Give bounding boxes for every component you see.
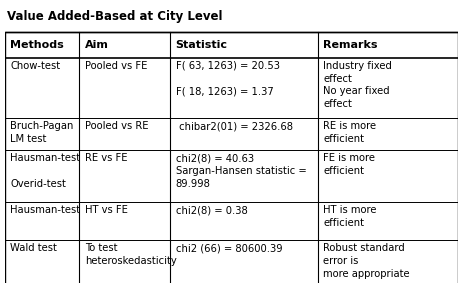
- Text: RE is more
efficient: RE is more efficient: [323, 121, 376, 144]
- Text: HT is more
efficient: HT is more efficient: [323, 205, 377, 228]
- Text: Hausman-test

Overid-test: Hausman-test Overid-test: [10, 153, 80, 189]
- Text: Remarks: Remarks: [323, 40, 378, 50]
- Text: Pooled vs RE: Pooled vs RE: [85, 121, 149, 131]
- Text: chi2 (66) = 80600.39: chi2 (66) = 80600.39: [175, 243, 282, 253]
- Text: HT vs FE: HT vs FE: [85, 205, 128, 215]
- Text: Hausman-test: Hausman-test: [10, 205, 80, 215]
- Text: chibar2(01) = 2326.68: chibar2(01) = 2326.68: [175, 121, 293, 131]
- Text: chi2(8) = 0.38: chi2(8) = 0.38: [175, 205, 247, 215]
- Text: Robust standard
error is
more appropriate: Robust standard error is more appropriat…: [323, 243, 410, 279]
- Text: Industry fixed
effect
No year fixed
effect: Industry fixed effect No year fixed effe…: [323, 61, 392, 109]
- Text: RE vs FE: RE vs FE: [85, 153, 127, 163]
- Text: Pooled vs FE: Pooled vs FE: [85, 61, 147, 71]
- Text: chi2(8) = 40.63
Sargan-Hansen statistic =
89.998: chi2(8) = 40.63 Sargan-Hansen statistic …: [175, 153, 307, 189]
- Text: Value Added-Based at City Level: Value Added-Based at City Level: [7, 10, 222, 23]
- Text: Statistic: Statistic: [175, 40, 228, 50]
- Text: Chow-test: Chow-test: [10, 61, 60, 71]
- Text: Aim: Aim: [85, 40, 109, 50]
- Text: To test
heteroskedasticity: To test heteroskedasticity: [85, 243, 177, 266]
- Text: Wald test: Wald test: [10, 243, 57, 253]
- Text: Bruch-Pagan
LM test: Bruch-Pagan LM test: [10, 121, 74, 144]
- Text: FE is more
efficient: FE is more efficient: [323, 153, 375, 176]
- Text: F( 63, 1263) = 20.53

F( 18, 1263) = 1.37: F( 63, 1263) = 20.53 F( 18, 1263) = 1.37: [175, 61, 280, 96]
- Text: Methods: Methods: [10, 40, 64, 50]
